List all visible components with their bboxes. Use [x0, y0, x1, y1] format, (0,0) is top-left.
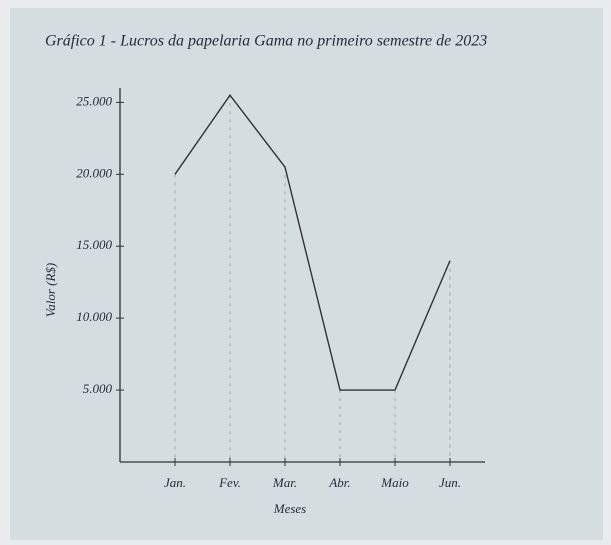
y-axis-label: Valor (R$) — [43, 263, 58, 318]
x-tick-label: Fev. — [218, 475, 241, 490]
y-tick-label: 20.000 — [76, 165, 112, 180]
page: Gráfico 1 - Lucros da papelaria Gama no … — [0, 0, 611, 545]
x-tick-label: Abr. — [328, 475, 350, 490]
y-tick-label: 5.000 — [83, 381, 113, 396]
y-tick-label: 10.000 — [76, 309, 112, 324]
x-tick-label: Jan. — [164, 475, 186, 490]
chart-title: Gráfico 1 - Lucros da papelaria Gama no … — [45, 33, 487, 50]
y-tick-label: 15.000 — [76, 237, 112, 252]
chart: Gráfico 1 - Lucros da papelaria Gama no … — [0, 0, 611, 545]
x-tick-label: Mar. — [272, 475, 297, 490]
x-tick-label: Jun. — [439, 475, 461, 490]
x-axis-label: Meses — [273, 501, 307, 516]
x-tick-label: Maio — [380, 475, 409, 490]
y-tick-label: 25.000 — [76, 93, 112, 108]
paper — [10, 8, 603, 540]
